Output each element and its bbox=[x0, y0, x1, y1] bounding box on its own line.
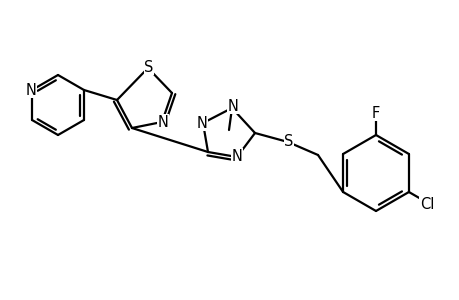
Text: N: N bbox=[231, 148, 242, 164]
Text: N: N bbox=[26, 82, 36, 98]
Text: Cl: Cl bbox=[419, 196, 433, 211]
Text: N: N bbox=[157, 115, 168, 130]
Text: S: S bbox=[144, 59, 153, 74]
Text: N: N bbox=[196, 116, 207, 130]
Text: N: N bbox=[227, 98, 238, 113]
Text: S: S bbox=[284, 134, 293, 148]
Text: F: F bbox=[371, 106, 379, 121]
